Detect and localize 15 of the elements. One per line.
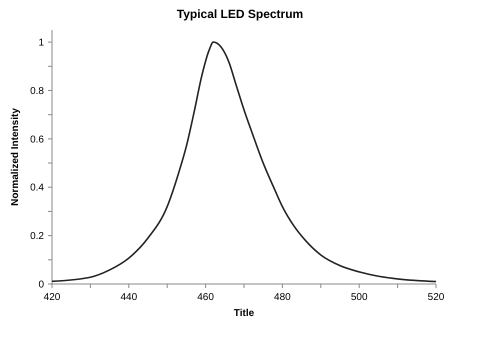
y-tick-label: 0 (38, 280, 44, 290)
y-tick-label: 1 (38, 38, 44, 49)
y-tick-label: 0.4 (30, 182, 44, 194)
x-tick-label: 520 (428, 292, 445, 303)
y-axis-title: Normalized Intensity (10, 108, 21, 206)
chart-title: Typical LED Spectrum (176, 7, 304, 21)
x-tick-label: 420 (44, 292, 61, 303)
y-tick-label: 0.8 (30, 86, 44, 97)
x-tick-label: 440 (120, 292, 138, 303)
x-tick-label: 480 (274, 292, 292, 303)
x-tick-label: 460 (197, 292, 214, 303)
x-tick-label: 500 (350, 292, 368, 303)
y-tick-label: 0.2 (30, 231, 44, 242)
y-tick-label: 0.6 (30, 134, 44, 146)
x-axis-title: Title (234, 308, 255, 319)
